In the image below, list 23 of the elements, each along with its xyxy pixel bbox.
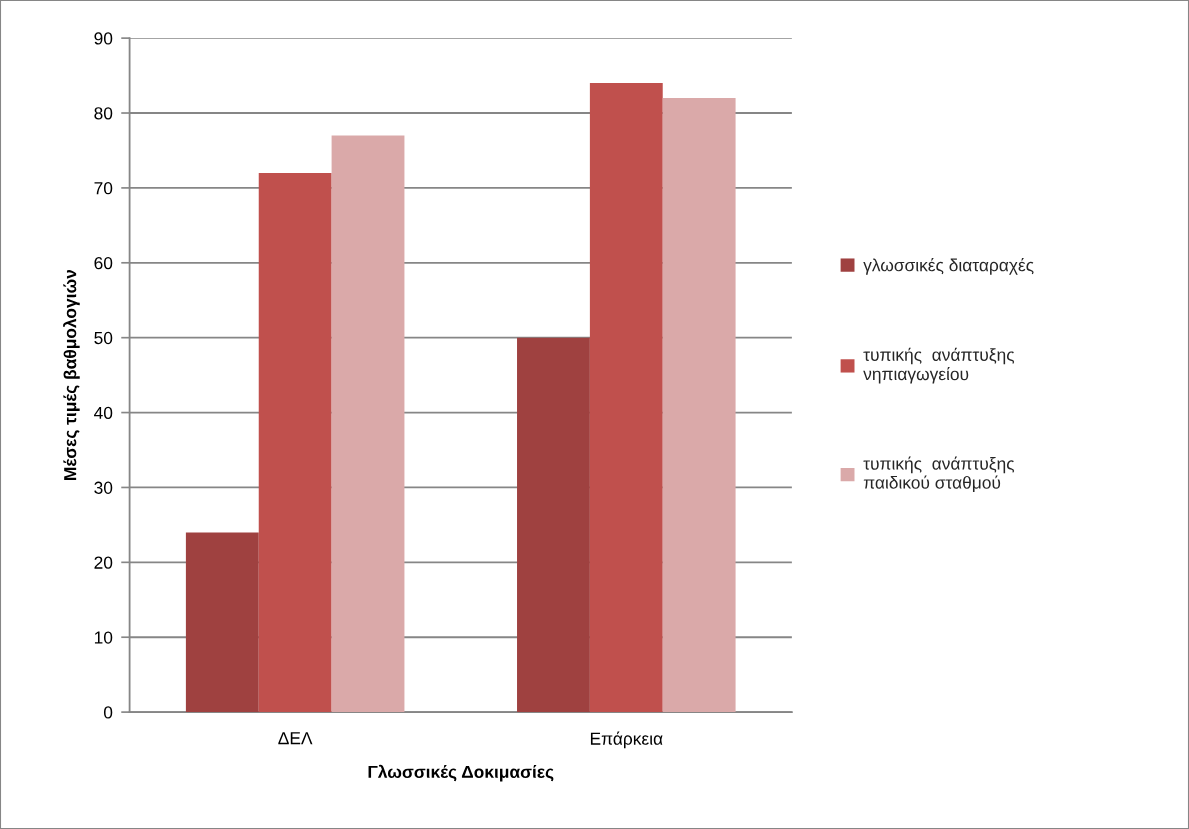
y-tick-label: 90 (94, 32, 113, 45)
y-tick-label: 10 (94, 631, 113, 644)
y-tick-label: 30 (94, 481, 113, 494)
legend-label: τυπικής ανάπτυξης νηπιαγωγείου (863, 347, 1015, 384)
bar (517, 337, 590, 713)
y-tick-label: 40 (94, 406, 113, 420)
y-tick-label: 80 (94, 107, 113, 120)
x-axis-title: Γλωσσικές Δοκιμασίες (368, 764, 554, 782)
legend-label: τυπικής ανάπτυξης παιδικού σταθμού (863, 456, 1015, 492)
x-tick-label: Επάρκεια (590, 731, 663, 749)
y-tick-label: 50 (94, 331, 113, 345)
bar (185, 532, 259, 713)
legend-label: γλωσσικές διαταραχές (863, 258, 1034, 275)
y-axis-title: Μέσες τιμές βαθμολογιών (63, 269, 80, 480)
y-tick-label: 60 (94, 256, 113, 270)
bar (589, 83, 663, 713)
bar (662, 98, 736, 713)
x-tick-label: ΔΕΛ (278, 732, 313, 745)
bar (331, 135, 405, 713)
y-tick-label: 20 (94, 556, 113, 569)
y-tick-label: 0 (103, 706, 113, 719)
y-tick-label: 70 (94, 182, 113, 195)
bar (258, 172, 332, 713)
